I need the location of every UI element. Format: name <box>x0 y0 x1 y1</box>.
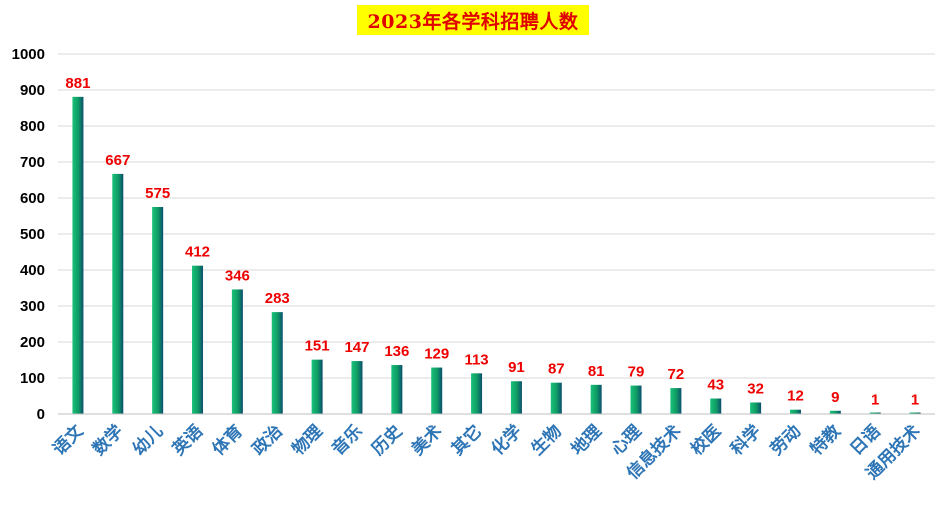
bar <box>909 412 921 414</box>
data-label: 1 <box>911 392 919 409</box>
data-label: 87 <box>548 361 565 378</box>
x-tick-label: 物理 <box>288 421 327 460</box>
data-label: 346 <box>225 267 250 284</box>
bar <box>789 409 801 414</box>
x-tick-label: 历史 <box>367 420 407 460</box>
x-tick-label: 英语 <box>168 421 207 460</box>
bar <box>72 96 84 414</box>
data-label: 9 <box>831 389 839 406</box>
bar <box>630 385 642 414</box>
bar <box>710 398 722 414</box>
data-label: 283 <box>265 290 290 307</box>
bar <box>750 402 762 414</box>
data-label: 147 <box>344 339 369 356</box>
bar <box>271 312 283 414</box>
bar <box>112 173 124 414</box>
chart-title: 2023年各学科招聘人数 <box>367 10 579 33</box>
y-tick-label: 800 <box>20 118 45 135</box>
data-label: 12 <box>787 388 804 405</box>
data-label: 81 <box>588 363 605 380</box>
data-label: 43 <box>707 377 724 394</box>
y-axis: 0 100 200 300 400 500 600 700 800 900 1000 <box>12 46 45 423</box>
y-tick-label: 500 <box>20 226 45 243</box>
bar <box>231 289 243 414</box>
data-label: 575 <box>145 185 170 202</box>
x-tick-label: 校医 <box>686 421 725 460</box>
bar <box>590 384 602 414</box>
bar <box>152 207 164 414</box>
x-tick-label: 劳动 <box>766 421 805 460</box>
x-tick-label: 幼儿 <box>128 421 167 460</box>
x-tick-label: 美术 <box>407 421 446 460</box>
x-tick-label: 体育 <box>208 421 247 460</box>
y-tick-label: 400 <box>20 262 45 279</box>
data-label: 91 <box>508 359 525 376</box>
data-label: 151 <box>305 338 330 355</box>
bar <box>192 265 204 414</box>
gridlines <box>58 53 935 415</box>
data-label: 79 <box>628 364 645 381</box>
data-label: 1 <box>871 392 879 409</box>
y-tick-label: 700 <box>20 154 45 171</box>
data-label: 667 <box>105 152 130 169</box>
data-label: 881 <box>65 75 90 92</box>
bar <box>471 373 483 414</box>
bar <box>869 412 881 414</box>
x-tick-label: 其它 <box>447 421 486 460</box>
x-tick-label: 政治 <box>248 421 287 460</box>
bar <box>391 365 403 414</box>
data-label: 72 <box>668 366 685 383</box>
y-tick-label: 600 <box>20 190 45 207</box>
bar <box>510 381 522 414</box>
bar <box>670 388 682 414</box>
data-label: 136 <box>384 343 409 360</box>
x-tick-label: 科学 <box>726 421 765 460</box>
bar <box>351 361 363 414</box>
y-tick-label: 900 <box>20 82 45 99</box>
x-tick-label: 数学 <box>88 421 127 460</box>
y-tick-label: 300 <box>20 298 45 315</box>
x-tick-label: 化学 <box>487 421 526 460</box>
bar <box>550 382 562 414</box>
x-tick-label: 生物 <box>527 421 566 460</box>
bar <box>431 367 443 414</box>
bar <box>311 359 323 414</box>
bars <box>72 96 921 414</box>
data-label: 113 <box>464 351 488 368</box>
x-tick-label: 特教 <box>806 420 846 460</box>
y-tick-label: 100 <box>20 370 45 387</box>
y-tick-label: 200 <box>20 334 45 351</box>
data-label: 129 <box>424 346 449 363</box>
x-tick-label: 语文 <box>49 420 89 460</box>
y-tick-label: 0 <box>37 406 45 423</box>
y-tick-label: 1000 <box>12 46 45 63</box>
bar <box>829 410 841 414</box>
x-tick-label: 地理 <box>567 421 606 460</box>
data-label: 412 <box>185 244 210 261</box>
x-tick-label: 音乐 <box>328 421 367 460</box>
data-label: 32 <box>747 380 764 397</box>
chart-title-box: 2023年各学科招聘人数 <box>357 5 589 35</box>
